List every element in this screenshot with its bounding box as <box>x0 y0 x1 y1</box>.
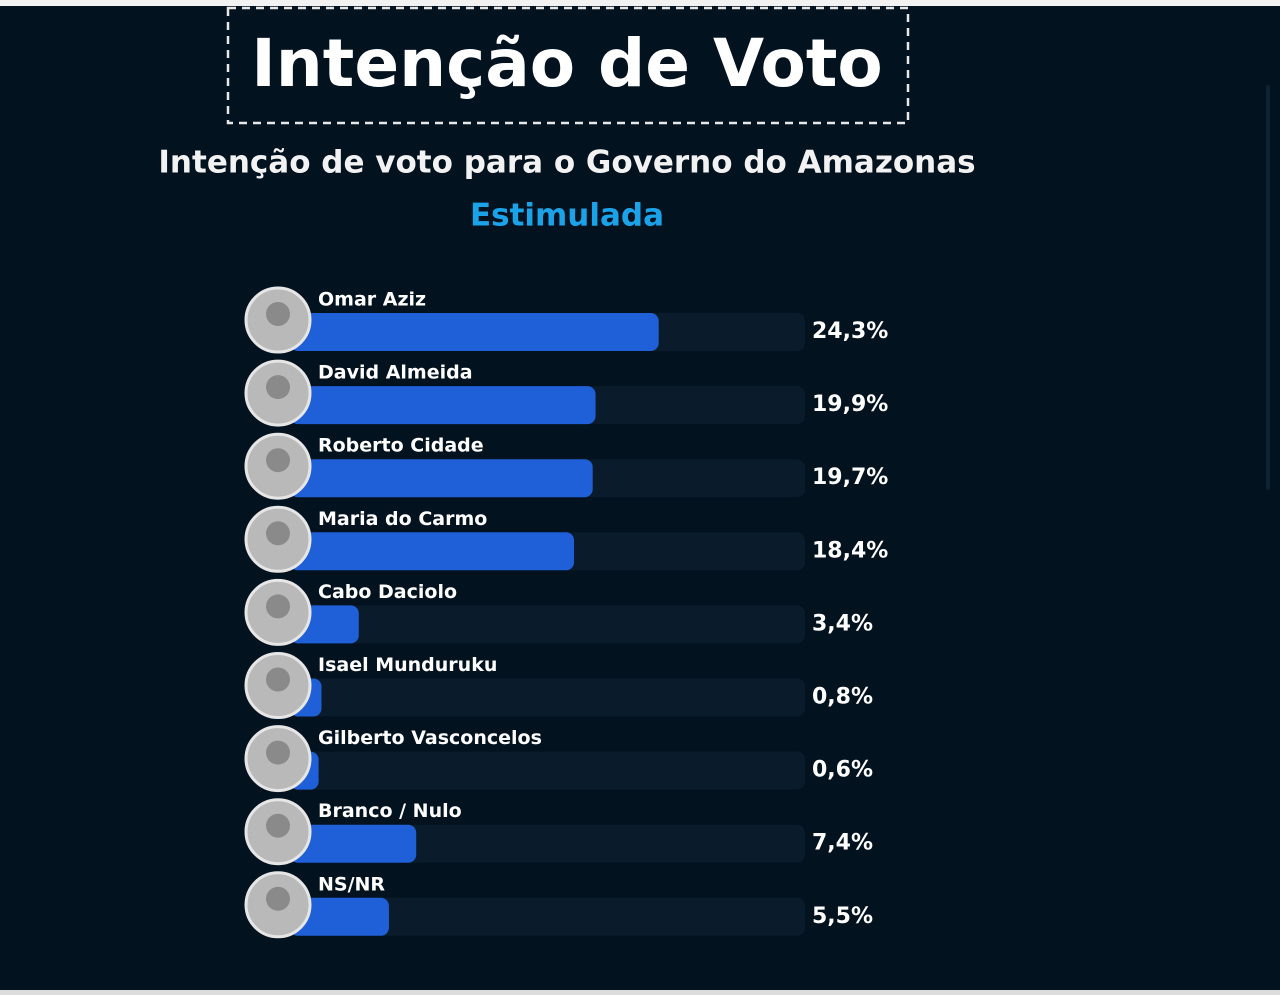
annotation: Estimulada <box>470 198 664 234</box>
avatar-head <box>266 448 290 473</box>
bar <box>290 532 575 571</box>
value-label: 0,6% <box>812 758 873 783</box>
bottom-strip <box>0 990 1280 995</box>
scrollbar <box>1266 85 1270 490</box>
avatar-head <box>266 521 290 546</box>
value-label: 19,7% <box>812 465 888 490</box>
bar <box>290 459 593 498</box>
avatar-head <box>266 594 290 619</box>
avatar-head <box>266 302 290 326</box>
candidate-name: Isael Munduruku <box>318 654 497 676</box>
bar-track <box>290 751 805 790</box>
chart-title: Intenção de Voto <box>251 25 883 102</box>
candidate-name: Cabo Daciolo <box>318 581 457 603</box>
avatar-head <box>266 740 290 765</box>
candidate-name: David Almeida <box>318 362 473 384</box>
value-label: 24,3% <box>812 319 888 344</box>
candidate-name: NS/NR <box>318 873 385 895</box>
top-strip <box>0 0 1280 6</box>
avatar-head <box>266 375 290 400</box>
bar <box>290 824 417 863</box>
bar-track <box>290 678 805 717</box>
candidate-name: Maria do Carmo <box>318 508 487 530</box>
avatar-head <box>266 667 290 692</box>
candidate-name: Omar Aziz <box>318 289 426 311</box>
bar <box>290 313 659 351</box>
value-label: 5,5% <box>812 904 873 929</box>
value-label: 3,4% <box>812 611 873 636</box>
chart-subtitle: Intenção de voto para o Governo do Amazo… <box>158 145 975 181</box>
avatar-head <box>266 886 290 911</box>
bar <box>290 386 596 425</box>
value-label: 0,8% <box>812 685 873 710</box>
bar-track <box>290 605 805 644</box>
value-label: 19,9% <box>812 392 888 417</box>
avatar-head <box>266 813 290 838</box>
candidate-name: Branco / Nulo <box>318 800 462 822</box>
title-box <box>226 6 910 125</box>
candidate-name: Roberto Cidade <box>318 435 484 457</box>
candidate-name: Gilberto Vasconcelos <box>318 727 542 749</box>
value-label: 7,4% <box>812 831 873 856</box>
bar-track <box>290 824 805 863</box>
value-label: 18,4% <box>812 538 888 563</box>
bar <box>290 897 389 936</box>
bar-track <box>290 897 805 936</box>
